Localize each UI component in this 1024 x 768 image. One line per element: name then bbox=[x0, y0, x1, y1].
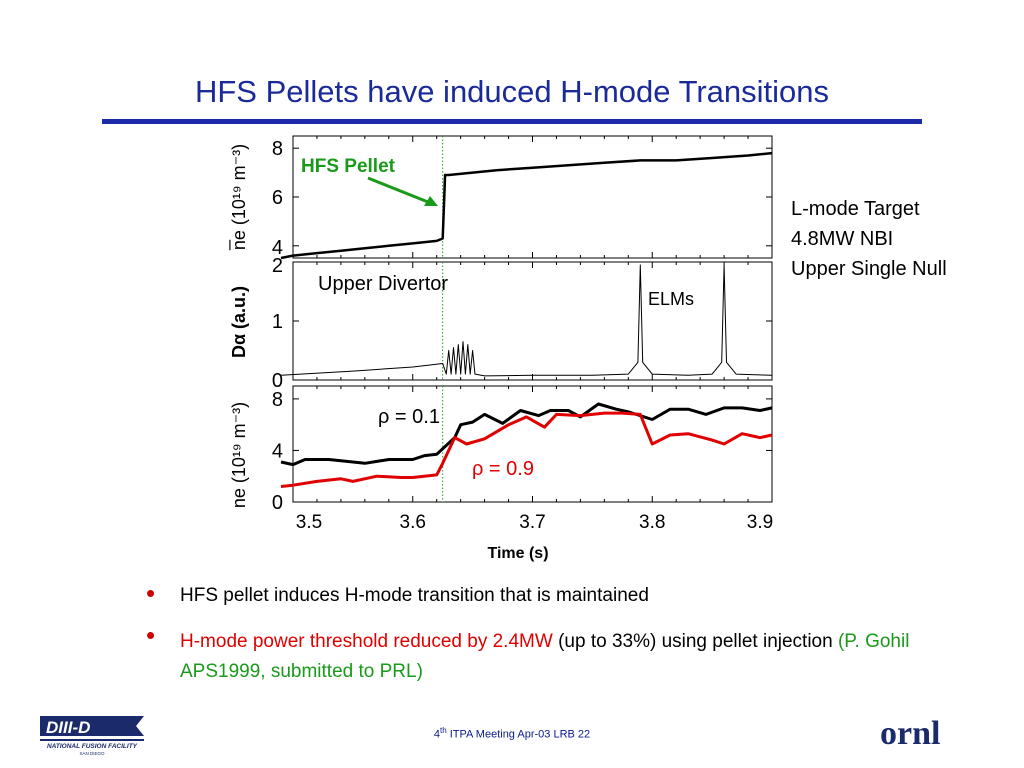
y-tick-label: 6 bbox=[272, 187, 283, 209]
footer: 4th ITPA Meeting Apr-03 LRB 22 bbox=[0, 726, 1024, 741]
panel-1-ylabel: n̅e (10¹⁹ m⁻³) bbox=[229, 144, 249, 251]
logo-diii-sub: NATIONAL FUSION FACILITY bbox=[47, 743, 138, 750]
slide-title: HFS Pellets have induced H-mode Transiti… bbox=[194, 74, 830, 109]
footer-text: ITPA Meeting Apr-03 LRB 22 bbox=[446, 728, 591, 741]
y-tick-label: 4 bbox=[272, 237, 283, 259]
bullet-2: H-mode power threshold reduced by 2.4MW … bbox=[180, 627, 920, 687]
x-tick-label: 3.9 bbox=[747, 512, 773, 533]
footer-number: 4 bbox=[433, 728, 440, 741]
x-tick-label: 3.8 bbox=[639, 512, 665, 533]
side-note-2: 4.8MW NBI bbox=[791, 228, 894, 250]
x-axis-label: Time (s) bbox=[487, 545, 548, 562]
panel-3-frame bbox=[292, 385, 773, 503]
panel-2-series-1-line bbox=[280, 264, 773, 377]
logo-diii-text: DIII-D bbox=[46, 718, 90, 737]
bullet-2-green-text: (P. Gohil APS1999, submitted to PRL) bbox=[180, 631, 910, 682]
y-tick-label: 2 bbox=[272, 255, 283, 277]
y-tick-label: 8 bbox=[272, 138, 283, 160]
bullet-2-black-text: (up to 33%) using pellet injection bbox=[552, 631, 838, 652]
x-tick-label: 3.6 bbox=[400, 512, 426, 533]
y-tick-label: 4 bbox=[272, 440, 283, 462]
panel-1-frame bbox=[292, 135, 773, 259]
ornl-logo: ornl bbox=[880, 716, 940, 750]
panel-2-ylabel: Dα (a.u.) bbox=[229, 286, 249, 358]
logo-ornl-text: ornl bbox=[880, 716, 940, 750]
logo-diii-sub2: SAN DIEGO bbox=[79, 751, 105, 756]
series-rho-09-label: ρ = 0.9 bbox=[472, 458, 534, 480]
bullet-1-text: HFS pellet induces H-mode transition tha… bbox=[180, 585, 649, 606]
bullet-marker-1: • bbox=[146, 578, 156, 608]
panel-3-series-2-line bbox=[280, 411, 773, 488]
bullet-2-red-text: H-mode power threshold reduced by 2.4MW bbox=[180, 631, 553, 652]
panel-3-ylabel: ne (10¹⁹ m⁻³) bbox=[229, 402, 249, 508]
y-tick-label: 1 bbox=[272, 311, 283, 333]
y-tick-label: 8 bbox=[272, 389, 283, 411]
x-tick-label: 3.7 bbox=[519, 512, 545, 533]
upper-divertor-label: Upper Divertor bbox=[318, 273, 448, 295]
y-tick-label: 0 bbox=[272, 370, 283, 392]
hfs-pellet-arrow-head bbox=[424, 196, 438, 206]
side-note-1: L-mode Target bbox=[791, 198, 920, 220]
bullet-marker-2: • bbox=[146, 620, 156, 650]
title-rule bbox=[102, 119, 922, 124]
bullet-1: HFS pellet induces H-mode transition tha… bbox=[180, 585, 940, 607]
series-rho-01-label: ρ = 0.1 bbox=[378, 406, 440, 428]
elms-label: ELMs bbox=[648, 289, 694, 309]
side-note-3: Upper Single Null bbox=[791, 258, 947, 280]
footer-sup: th bbox=[439, 726, 447, 735]
y-tick-label: 0 bbox=[272, 492, 283, 514]
hfs-pellet-label: HFS Pellet bbox=[301, 156, 396, 177]
panel-1-series-1-line bbox=[280, 151, 773, 260]
diii-d-logo: DIII-D NATIONAL FUSION FACILITY SAN DIEG… bbox=[40, 716, 144, 756]
panel-3-series-1-line bbox=[280, 402, 773, 467]
x-tick-label: 3.5 bbox=[296, 512, 322, 533]
hfs-pellet-arrow bbox=[367, 176, 429, 204]
